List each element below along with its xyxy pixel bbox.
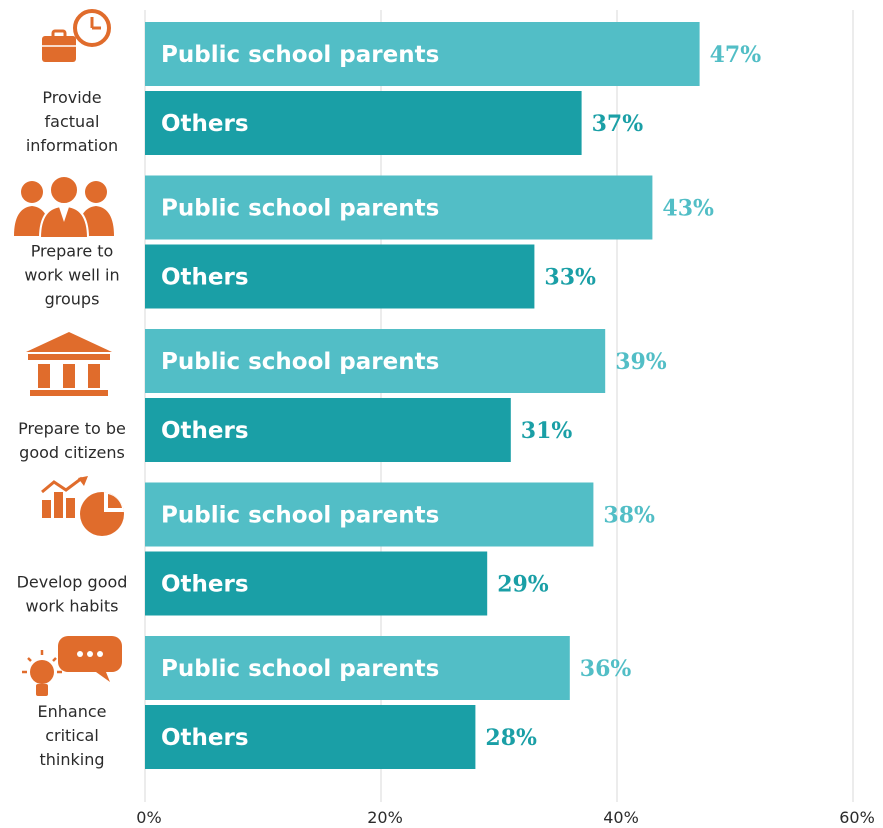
data-label: 33% xyxy=(544,265,596,291)
category-label: work well in xyxy=(24,266,119,285)
x-tick-label: 20% xyxy=(367,808,403,827)
category-label: thinking xyxy=(39,750,104,769)
category-label: work habits xyxy=(26,597,119,616)
category-label: Prepare to be xyxy=(18,419,126,438)
bar-series-label: Others xyxy=(161,265,249,291)
category-label: groups xyxy=(45,290,100,309)
bar-series-label: Public school parents xyxy=(161,349,439,375)
data-label: 36% xyxy=(580,656,632,682)
bar xyxy=(145,91,582,155)
bar xyxy=(145,244,535,309)
data-label: 43% xyxy=(662,196,714,222)
category-label: factual xyxy=(45,112,100,131)
bar xyxy=(145,482,594,547)
x-tick-label: 40% xyxy=(603,808,639,827)
briefcase-clock-icon xyxy=(42,9,111,62)
government-building-icon xyxy=(26,332,112,396)
data-label: 28% xyxy=(485,725,537,751)
category-label: Develop good xyxy=(17,573,128,592)
lightbulb-speech-icon xyxy=(22,636,122,696)
chart-growth-icon xyxy=(41,476,124,536)
bar-series-label: Public school parents xyxy=(161,42,439,68)
bar-series-label: Public school parents xyxy=(161,196,439,222)
data-label: 29% xyxy=(497,572,549,598)
category-label: good citizens xyxy=(19,443,125,462)
bars: Public school parents 47% Others 37% Public … xyxy=(145,22,761,769)
bar-series-label: Public school parents xyxy=(161,503,439,529)
bar xyxy=(145,175,653,240)
bar-series-label: Public school parents xyxy=(161,656,439,682)
data-label: 39% xyxy=(615,349,667,375)
people-group-icon xyxy=(14,175,114,239)
bar-series-label: Others xyxy=(161,725,249,751)
category-label: Provide xyxy=(42,88,101,107)
bar xyxy=(145,636,570,700)
category-label: information xyxy=(26,136,118,155)
category-label: Enhance xyxy=(38,702,107,721)
bar xyxy=(145,551,488,616)
bar-series-label: Others xyxy=(161,572,249,598)
bar-series-label: Others xyxy=(161,418,249,444)
data-label: 37% xyxy=(592,111,644,137)
data-label: 38% xyxy=(603,503,655,529)
data-label: 31% xyxy=(521,418,573,444)
bar-series-label: Others xyxy=(161,111,249,137)
category-labels: Provide factual information Prepare to work … xyxy=(17,88,128,769)
x-tick-label: 60% xyxy=(839,808,875,827)
data-label: 47% xyxy=(710,42,762,68)
x-tick-label: 0% xyxy=(136,808,161,827)
bar xyxy=(145,22,700,86)
bar xyxy=(145,329,606,393)
category-label: Prepare to xyxy=(31,242,114,261)
bar xyxy=(145,398,511,462)
bar xyxy=(145,705,476,769)
category-label: critical xyxy=(45,726,99,745)
